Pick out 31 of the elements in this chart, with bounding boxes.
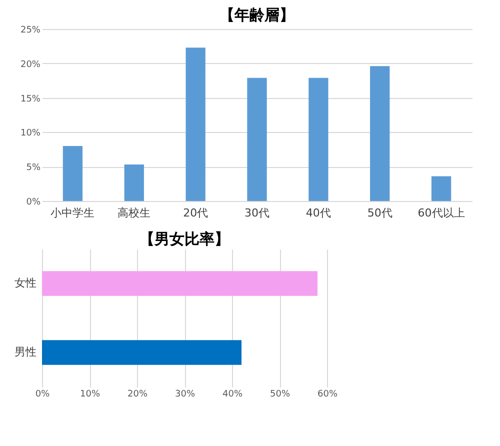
- y-tick-label: 5%: [26, 163, 41, 174]
- x-tick-label: 40代: [306, 206, 331, 220]
- y-tick-label: 女性: [14, 276, 36, 290]
- y-tick-label: 25%: [20, 26, 41, 36]
- x-tick-label: 60代以上: [418, 206, 465, 220]
- bar: [247, 78, 267, 201]
- chart-title: 【男女比率】: [140, 230, 230, 248]
- x-tick-label: 50代: [367, 206, 392, 220]
- x-tick-label: 30代: [244, 206, 270, 220]
- x-tick-label: 20代: [183, 206, 208, 220]
- x-tick-label: 小中学生: [50, 206, 95, 220]
- x-tick-label: 20%: [127, 390, 148, 400]
- bar: [186, 48, 206, 201]
- y-tick-label: 10%: [20, 128, 41, 139]
- bar: [308, 78, 328, 201]
- x-tick-label: 0%: [35, 390, 50, 400]
- bar: [431, 176, 452, 201]
- x-tick-label: 60%: [317, 390, 338, 400]
- y-tick-label: 20%: [20, 60, 41, 70]
- x-tick-label: 30%: [174, 390, 196, 400]
- y-tick-label: 15%: [20, 94, 41, 104]
- y-tick-label: 0%: [26, 198, 41, 208]
- bar: [124, 164, 144, 201]
- y-tick-label: 男性: [14, 346, 36, 358]
- bar: [62, 146, 83, 201]
- x-tick-label: 50%: [270, 390, 290, 400]
- bar: [370, 66, 390, 201]
- chart-title: 【年齢層】: [220, 6, 294, 24]
- x-tick-label: 高校生: [118, 206, 151, 220]
- x-tick-label: 40%: [222, 390, 243, 400]
- x-tick-label: 10%: [80, 390, 100, 400]
